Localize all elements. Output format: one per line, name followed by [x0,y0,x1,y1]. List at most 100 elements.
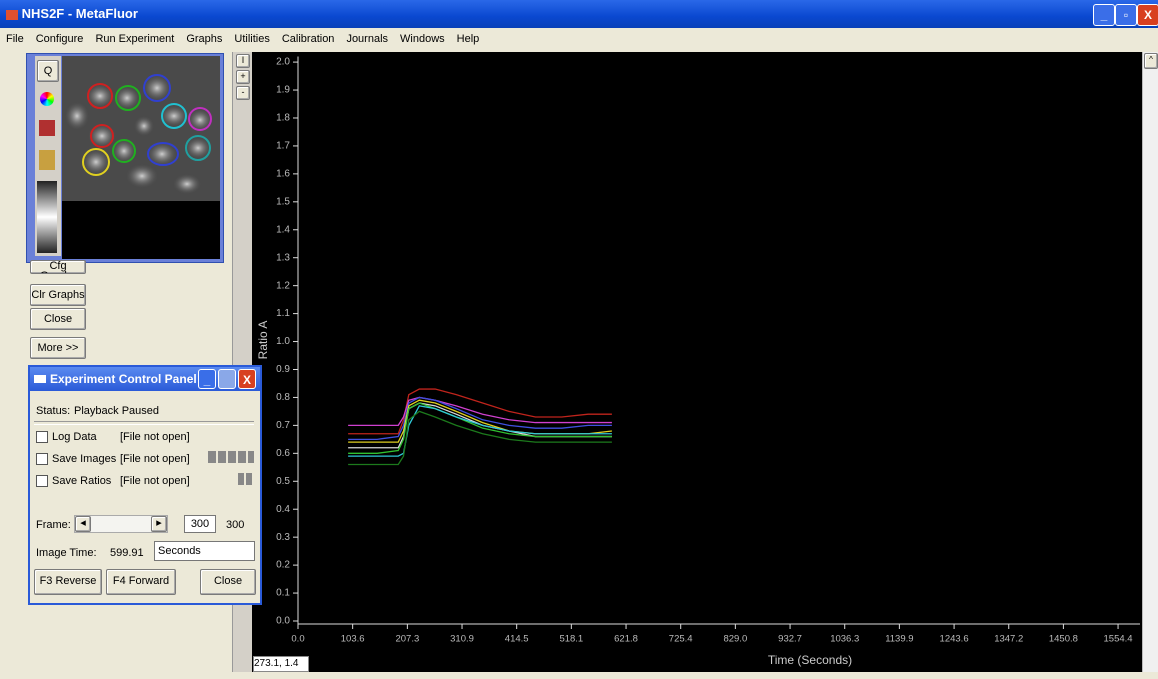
frame-slider[interactable]: ◂ ▸ [74,515,168,533]
time-label: Image Time: [36,547,97,559]
panel-maximize[interactable] [218,369,236,389]
y-tick-label: 1.2 [276,280,290,291]
x-tick-label: 1243.6 [940,634,969,645]
y-tick-label: 1.5 [276,196,290,207]
panel-close-button[interactable]: Close [200,569,256,595]
y-tick-label: 0.3 [276,532,290,543]
check-label: Log Data [52,431,97,443]
image-toolbar: Q [35,56,61,256]
panel-icon [34,375,46,383]
file-status: [File not open] [120,431,190,443]
y-tick-label: 1.9 [276,85,290,96]
minimize-button[interactable]: _ [1093,4,1115,26]
more-button[interactable]: More >> [30,337,86,359]
x-tick-label: 1036.3 [830,634,859,645]
frame-input[interactable]: 300 [184,515,216,533]
panel-title-bar: Experiment Control Panel _ X [30,367,260,391]
cell-image [62,56,220,259]
reverse-button[interactable]: F3 Reverse [34,569,102,595]
panel-title: Experiment Control Panel [50,372,197,386]
y-tick-label: 1.1 [276,308,290,319]
menu-item[interactable]: Windows [400,28,445,50]
slider-left[interactable]: ◂ [75,516,91,532]
x-tick-label: 310.9 [450,634,474,645]
graph: Ratio A Time (Seconds) 0.0 0.1 0.2 0.3 0.4 0.… [252,52,1142,672]
close-button[interactable]: X [1137,4,1158,26]
app-icon [6,10,18,20]
scrollbar[interactable]: ^ [1142,52,1158,672]
x-tick-label: 414.5 [505,634,529,645]
menu-item[interactable]: File [6,28,24,50]
forward-button[interactable]: F4 Forward [106,569,176,595]
y-tick-label: 0.7 [276,420,290,431]
y-tick-label: 0.2 [276,560,290,571]
y-tick-label: 2.0 [276,57,290,68]
scroll-up[interactable]: ^ [1144,53,1158,69]
menu-item[interactable]: Journals [346,28,388,50]
y-tick-label: 1.3 [276,252,290,263]
title-bar: NHS2F - MetaFluor _ ▫ X [0,0,1158,28]
y-tick-label: 0.4 [276,504,290,515]
clr-graphs-button[interactable]: Clr Graphs [30,284,86,306]
close-button[interactable]: Close [30,308,86,330]
zoom-in-button[interactable]: + [236,70,250,84]
cursor-readout: 273.1, 1.4 [253,656,309,672]
save-images-checkbox[interactable] [36,453,48,465]
menu-item[interactable]: Utilities [234,28,269,50]
slider-right[interactable]: ▸ [151,516,167,532]
graph-background [252,52,1142,672]
balance-tool[interactable] [39,150,55,170]
y-tick-label: 1.6 [276,169,290,180]
menu-item[interactable]: Help [457,28,480,50]
file-status: [File not open] [120,453,190,465]
y-axis-label: Ratio A [256,321,270,360]
frame-total: 300 [226,519,244,531]
app-window: NHS2F - MetaFluor _ ▫ X File Configure Run… [0,0,1158,679]
image-indicator [208,451,254,463]
panel-close[interactable]: X [238,369,256,389]
fit-button[interactable]: I [236,54,250,68]
status-label: Status: [36,405,70,417]
ratio-indicator [238,473,254,485]
y-tick-label: 0.8 [276,392,290,403]
x-tick-label: 207.3 [395,634,419,645]
x-tick-label: 1554.4 [1104,634,1133,645]
x-tick-label: 1347.2 [994,634,1023,645]
save-ratios-checkbox[interactable] [36,475,48,487]
menu-bar: File Configure Run Experiment Graphs Utiliti… [0,28,1158,50]
y-tick-label: 0.1 [276,588,290,599]
unit-dropdown[interactable]: Seconds [154,541,255,561]
x-tick-label: 1139.9 [885,634,913,645]
status-value: Playback Paused [74,405,159,417]
y-tick-label: 1.8 [276,113,290,124]
menu-item[interactable]: Calibration [282,28,335,50]
zoom-tool[interactable]: Q [37,60,59,82]
x-tick-label: 829.0 [723,634,747,645]
x-tick-label: 518.1 [559,634,583,645]
x-tick-label: 103.6 [341,634,365,645]
check-label: Save Ratios [52,475,111,487]
cfg-graphs-button[interactable]: Cfg Graphs [30,260,86,274]
x-tick-label: 1450.8 [1049,634,1078,645]
x-tick-label: 932.7 [778,634,802,645]
lut-bar [37,181,57,253]
color-tool[interactable] [40,92,54,106]
menu-item[interactable]: Run Experiment [95,28,174,50]
frame-label: Frame: [36,519,71,531]
check-label: Save Images [52,453,116,465]
x-tick-label: 621.8 [614,634,638,645]
region-tool[interactable] [39,120,55,136]
y-tick-label: 0.9 [276,364,290,375]
menu-item[interactable]: Configure [36,28,84,50]
zoom-out-button[interactable]: - [236,86,250,100]
x-tick-label: 0.0 [291,634,304,645]
menu-item[interactable]: Graphs [186,28,222,50]
y-tick-label: 1.7 [276,141,290,152]
log-data-checkbox[interactable] [36,431,48,443]
panel-minimize[interactable]: _ [198,369,216,389]
maximize-button[interactable]: ▫ [1115,4,1137,26]
y-tick-label: 1.0 [276,336,290,347]
control-panel: Experiment Control Panel _ X Status: Pla… [28,365,262,605]
x-axis-label: Time (Seconds) [768,653,852,667]
unit-value: Seconds [158,545,201,557]
